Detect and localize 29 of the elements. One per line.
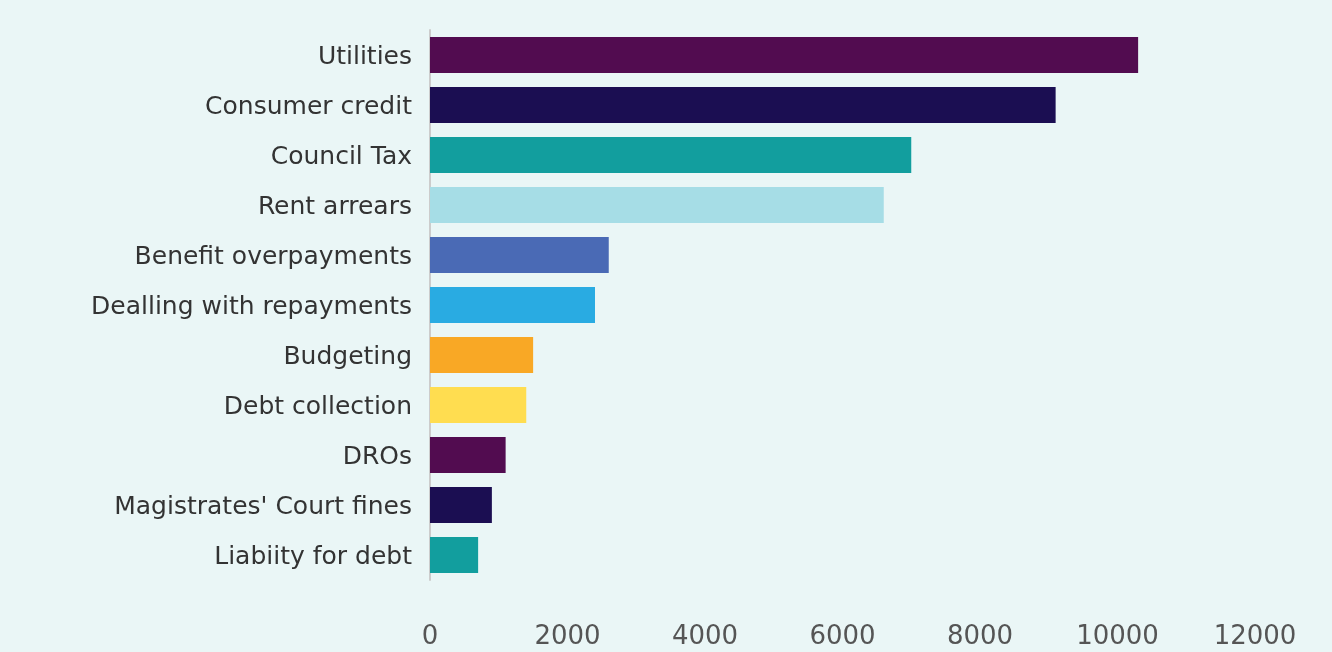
y-tick-label: Debt collection (223, 390, 412, 420)
y-tick-label: Rent arrears (257, 190, 412, 220)
x-tick-label: 2000 (534, 620, 601, 650)
y-tick-label: Liabiity for debt (214, 540, 413, 570)
y-tick-label: Magistrates' Court fines (114, 490, 412, 520)
x-tick-label: 10000 (1076, 620, 1159, 650)
bar (430, 287, 595, 323)
bar (430, 87, 1056, 123)
bar (430, 437, 506, 473)
bar (430, 187, 884, 223)
bar (430, 487, 492, 523)
bar (430, 237, 609, 273)
y-tick-label: Utilities (317, 40, 412, 70)
x-tick-label: 0 (421, 620, 439, 650)
y-tick-label: Budgeting (283, 340, 412, 370)
bar (430, 137, 912, 173)
y-tick-label: Dealling with repayments (91, 290, 412, 320)
bar (430, 337, 534, 373)
y-tick-label: Consumer credit (205, 90, 413, 120)
x-tick-label: 12000 (1213, 620, 1297, 650)
x-tick-label: 6000 (809, 620, 876, 650)
y-tick-label: DROs (342, 440, 412, 470)
x-tick-label: 4000 (671, 620, 739, 650)
x-tick-label: 8000 (946, 620, 1014, 650)
bar (430, 37, 1139, 73)
bar (430, 387, 527, 423)
y-tick-label: Benefit overpayments (134, 240, 412, 270)
bar (430, 537, 479, 573)
y-tick-label: Council Tax (270, 140, 412, 170)
